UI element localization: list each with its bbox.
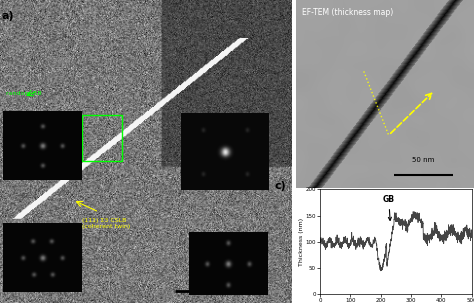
Text: random GB: random GB: [6, 91, 41, 96]
Text: c): c): [274, 181, 286, 191]
Text: 50 nm: 50 nm: [412, 158, 435, 163]
Text: (111) Σ3 CSLB
(coherent twin): (111) Σ3 CSLB (coherent twin): [82, 218, 130, 229]
Text: 100 nm: 100 nm: [191, 273, 218, 279]
Text: GB: GB: [383, 195, 395, 220]
Bar: [82, 115, 122, 161]
Text: EF-TEM (thickness map): EF-TEM (thickness map): [301, 8, 393, 17]
Text: a): a): [2, 11, 15, 22]
Y-axis label: Thickness (nm): Thickness (nm): [299, 218, 304, 266]
